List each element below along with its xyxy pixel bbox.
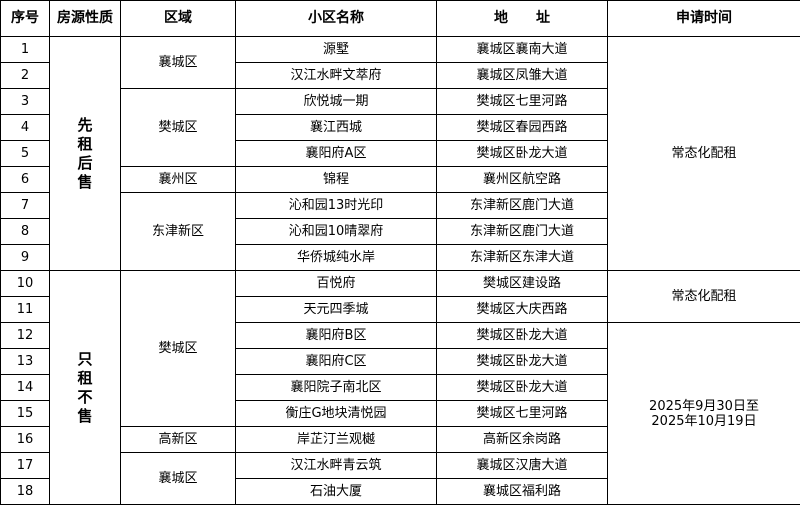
district-cell: 襄州区 xyxy=(120,166,236,193)
address: 樊城区春园西路 xyxy=(436,114,608,141)
community-name: 汉江水畔文萃府 xyxy=(235,62,437,89)
row-number: 4 xyxy=(0,114,50,141)
address: 樊城区大庆西路 xyxy=(436,296,608,323)
row-number: 12 xyxy=(0,322,50,349)
community-name: 汉江水畔青云筑 xyxy=(235,452,437,479)
community-name: 襄阳府B区 xyxy=(235,322,437,349)
row-number: 11 xyxy=(0,296,50,323)
community-name: 百悦府 xyxy=(235,270,437,297)
community-name: 襄江西城 xyxy=(235,114,437,141)
community-name: 襄阳院子南北区 xyxy=(235,374,437,401)
table-row: 7 东津新区 沁和园13时光印 东津新区鹿门大道 xyxy=(0,192,800,271)
header-apply-time: 申请时间 xyxy=(607,0,800,37)
district-cell: 樊城区 xyxy=(120,270,236,427)
community-name: 华侨城纯水岸 xyxy=(235,244,437,271)
table-row: 16 高新区 岸芷汀兰观樾 高新区余岗路 xyxy=(0,426,800,453)
row-number: 1 xyxy=(0,36,50,63)
housing-type-cell: 只租不售 xyxy=(49,270,121,505)
address: 东津新区东津大道 xyxy=(436,244,608,271)
table-row: 17 襄城区 汉江水畔青云筑 襄城区汉唐大道 xyxy=(0,452,800,505)
community-name: 襄阳府A区 xyxy=(235,140,437,167)
community-name: 锦程 xyxy=(235,166,437,193)
table-row: 15 衡庄G地块清悦园 樊城区七里河路 xyxy=(0,400,800,427)
row-number: 9 xyxy=(0,244,50,271)
header-no: 序号 xyxy=(0,0,50,37)
table-row: 3 樊城区 欣悦城一期 樊城区七里河路 xyxy=(0,88,800,167)
table-row: 2 汉江水畔文萃府 襄城区凤雏大道 xyxy=(0,62,800,89)
row-number: 14 xyxy=(0,374,50,401)
header-type: 房源性质 xyxy=(49,0,121,37)
row-number: 5 xyxy=(0,140,50,167)
address: 樊城区卧龙大道 xyxy=(436,322,608,349)
community-name: 源墅 xyxy=(235,36,437,63)
table-row: 1 先租后售 襄城区 源墅 襄城区襄南大道 常态化配租 xyxy=(0,36,800,271)
row-number: 8 xyxy=(0,218,50,245)
community-name: 衡庄G地块清悦园 xyxy=(235,400,437,427)
community-name: 襄阳府C区 xyxy=(235,348,437,375)
address: 襄城区凤雏大道 xyxy=(436,62,608,89)
address: 东津新区鹿门大道 xyxy=(436,218,608,245)
apply-time-cell: 常态化配租 xyxy=(607,270,800,323)
row-number: 18 xyxy=(0,478,50,505)
table-row: 12 襄阳府B区 樊城区卧龙大道 2025年9月30日至 2025年10月19日 xyxy=(0,322,800,505)
address: 樊城区七里河路 xyxy=(436,400,608,427)
address: 樊城区建设路 xyxy=(436,270,608,297)
row-number: 2 xyxy=(0,62,50,89)
apply-time-cell: 2025年9月30日至 2025年10月19日 xyxy=(607,322,800,505)
row-number: 10 xyxy=(0,270,50,297)
row-number: 17 xyxy=(0,452,50,479)
apply-time-cell: 常态化配租 xyxy=(607,36,800,271)
row-number: 3 xyxy=(0,88,50,115)
community-name: 欣悦城一期 xyxy=(235,88,437,115)
district-cell: 高新区 xyxy=(120,426,236,453)
address: 高新区余岗路 xyxy=(436,426,608,453)
row-number: 6 xyxy=(0,166,50,193)
table-row: 13 襄阳府C区 樊城区卧龙大道 xyxy=(0,348,800,375)
row-number: 15 xyxy=(0,400,50,427)
community-name: 石油大厦 xyxy=(235,478,437,505)
community-name: 天元四季城 xyxy=(235,296,437,323)
address: 樊城区卧龙大道 xyxy=(436,140,608,167)
address: 樊城区七里河路 xyxy=(436,88,608,115)
address: 襄城区襄南大道 xyxy=(436,36,608,63)
table-row: 10 只租不售 樊城区 百悦府 樊城区建设路 常态化配租 xyxy=(0,270,800,505)
table-row: 5 襄阳府A区 樊城区卧龙大道 xyxy=(0,140,800,167)
header-community: 小区名称 xyxy=(235,0,437,37)
table-row: 11 天元四季城 樊城区大庆西路 xyxy=(0,296,800,323)
row-number: 13 xyxy=(0,348,50,375)
address: 东津新区鹿门大道 xyxy=(436,192,608,219)
row-number: 7 xyxy=(0,192,50,219)
district-cell: 樊城区 xyxy=(120,88,236,167)
housing-type-label: 只租不售 xyxy=(77,349,93,425)
housing-type-label: 先租后售 xyxy=(77,115,93,191)
table-row: 9 华侨城纯水岸 东津新区东津大道 xyxy=(0,244,800,271)
community-name: 沁和园10晴翠府 xyxy=(235,218,437,245)
row-number: 16 xyxy=(0,426,50,453)
address: 樊城区卧龙大道 xyxy=(436,348,608,375)
community-name: 沁和园13时光印 xyxy=(235,192,437,219)
community-name: 岸芷汀兰观樾 xyxy=(235,426,437,453)
header-row: 序号 房源性质 区域 小区名称 地 址 申请时间 xyxy=(0,0,800,37)
housing-type-cell: 先租后售 xyxy=(49,36,121,271)
district-cell: 东津新区 xyxy=(120,192,236,271)
district-cell: 襄城区 xyxy=(120,452,236,505)
address: 襄城区汉唐大道 xyxy=(436,452,608,479)
address: 樊城区卧龙大道 xyxy=(436,374,608,401)
address: 襄州区航空路 xyxy=(436,166,608,193)
header-district: 区域 xyxy=(120,0,236,37)
district-cell: 襄城区 xyxy=(120,36,236,89)
header-address: 地 址 xyxy=(436,0,608,37)
address: 襄城区福利路 xyxy=(436,478,608,505)
table-row: 18 石油大厦 襄城区福利路 xyxy=(0,478,800,505)
